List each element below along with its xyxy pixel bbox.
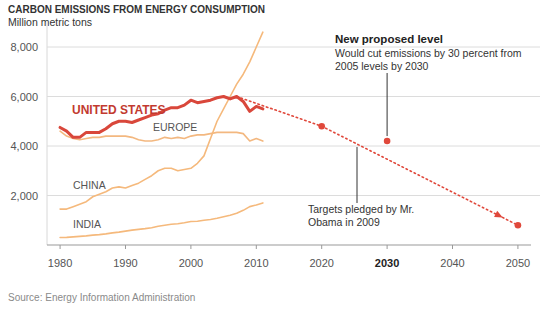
leader-line: [357, 147, 358, 203]
grid-line: [47, 146, 540, 147]
subtitle: Million metric tons: [8, 16, 92, 28]
series-line: [60, 203, 263, 238]
y-tick-label: 2,000: [10, 190, 38, 202]
decorations: [357, 73, 503, 218]
x-tick: [60, 245, 61, 249]
series-point: [318, 123, 325, 130]
series-label: UNITED STATES: [72, 103, 166, 117]
x-tick-label: 2000: [179, 257, 203, 269]
title: CARBON EMISSIONS FROM ENERGY CONSUMPTION: [8, 4, 265, 15]
series-annotation: Targets pledged by Mr. Obama in 2009: [308, 203, 428, 229]
series-point: [384, 138, 391, 145]
grid-line: [47, 96, 540, 97]
annotation: Would cut emissions by 30 percent from 2…: [335, 47, 530, 73]
series-label: CHINA: [73, 179, 106, 191]
x-tick-label: 2030: [375, 257, 399, 269]
x-tick: [517, 245, 518, 249]
x-tick-label: 2040: [440, 257, 464, 269]
annotation-title: New proposed level: [335, 33, 443, 45]
series-label: EUROPE: [153, 121, 197, 133]
x-tick: [321, 245, 322, 249]
plot-area: [60, 32, 521, 237]
y-axis-line: [47, 22, 48, 245]
grid-line: [47, 195, 540, 196]
series-point: [515, 222, 522, 229]
x-tick: [387, 245, 388, 249]
x-tick-label: 2010: [244, 257, 268, 269]
series-line: [60, 97, 263, 138]
x-tick-label: 2050: [506, 257, 530, 269]
arrow-head: [494, 211, 503, 218]
x-tick: [125, 245, 126, 249]
leader-line: [387, 73, 388, 136]
y-tick-label: 6,000: [10, 91, 38, 103]
x-tick-label: 1980: [48, 257, 72, 269]
x-tick: [256, 245, 257, 249]
source: Source: Energy Information Administratio…: [8, 292, 195, 303]
series-line: [60, 32, 263, 209]
x-tick-label: 1990: [113, 257, 137, 269]
y-tick-label: 4,000: [10, 140, 38, 152]
chart-svg: CARBON EMISSIONS FROM ENERGY CONSUMPTION…: [0, 0, 550, 311]
x-tick: [190, 245, 191, 249]
x-tick-label: 2020: [309, 257, 333, 269]
x-tick: [452, 245, 453, 249]
y-tick-label: 8,000: [10, 41, 38, 53]
series-label: INDIA: [73, 218, 101, 230]
x-axis-line: [47, 245, 531, 246]
chart-container: {"chart_data": { "type": "line", "title"…: [0, 0, 550, 311]
